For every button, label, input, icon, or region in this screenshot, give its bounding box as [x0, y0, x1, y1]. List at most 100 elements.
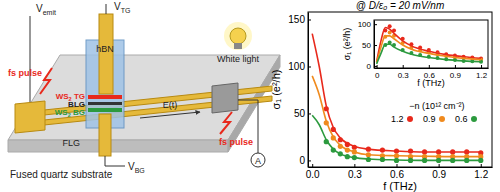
legend-marker [439, 116, 445, 122]
label-sub: TG [121, 7, 131, 14]
figure: VemitVTGhBNWhite lightfs pulsefs pulseWS… [0, 0, 500, 192]
axis-line [309, 167, 493, 168]
fit-line [377, 28, 481, 62]
chart: 00.30.60.91.2050100f (THz)σ₁ (e²/h) [342, 15, 490, 95]
y-axis: 0 50 100 [358, 20, 377, 71]
wire [106, 4, 107, 14]
field-arrow [140, 112, 200, 118]
diagram-label: fs pulse [8, 68, 42, 78]
tick: 50 [362, 41, 377, 50]
tick-mark [439, 164, 440, 167]
diagram-label: VBG [128, 161, 145, 174]
y-axis-title: σ₁ (e²/h) [270, 70, 282, 110]
y-axis-title: σ₁ (e²/h) [342, 28, 352, 61]
legend: −n (10¹² cm⁻²)1.20.90.6 [391, 101, 477, 124]
axis-line [308, 13, 309, 168]
tick: 100 [288, 61, 311, 72]
diagram-label: FLG [62, 138, 80, 148]
legend-label: 0.6 [455, 114, 468, 124]
label-text: FLG [62, 138, 80, 148]
tick-mark [374, 24, 377, 25]
legend-marker [471, 116, 477, 122]
tick-label: 50 [294, 108, 306, 119]
tick: 150 [288, 14, 311, 25]
tick: 0.6 [390, 164, 404, 180]
tick-mark [354, 164, 355, 167]
wire [105, 156, 125, 166]
tick-label: 0 [299, 155, 305, 166]
tick-label: 100 [358, 20, 372, 29]
axis-line [375, 68, 489, 69]
inset-background [343, 15, 490, 95]
diagram-label: Fused quartz substrate [10, 169, 113, 180]
tick: 0 [299, 155, 311, 166]
tick: 100 [358, 20, 377, 29]
pulse-arrow [220, 112, 232, 134]
label-text: E(t) [163, 100, 178, 110]
fit-line [377, 36, 481, 63]
tick-mark [396, 164, 397, 167]
tick: 1.2 [476, 65, 488, 80]
tick-mark [429, 65, 430, 68]
diagram-label: A [255, 156, 261, 166]
bottom-gate [99, 114, 111, 156]
detector-pad [212, 83, 238, 113]
tick-mark [455, 65, 456, 68]
tick-label: 1.2 [476, 71, 488, 80]
blg [88, 102, 122, 105]
x-axis-title: f (THz) [417, 78, 445, 88]
y-axis: 0 50 100 150 [288, 13, 311, 168]
tick-label: 100 [288, 61, 305, 72]
tick-label: 0 [367, 62, 372, 71]
x-axis: 0.0 0.3 0.6 0.9 1.2 [306, 164, 493, 180]
light-bulb [230, 28, 246, 44]
tick-label: 150 [288, 14, 305, 25]
label-text: WS [55, 108, 69, 117]
label-text: White light [217, 54, 260, 64]
tick: 0.3 [398, 65, 410, 80]
diagram-label: Vemit [36, 3, 56, 16]
tick: 0.9 [432, 164, 446, 180]
tick-mark [308, 160, 311, 161]
diagram-label: WS2 BG [55, 108, 85, 118]
ws2-bottom [88, 108, 122, 112]
light-glow [224, 22, 252, 50]
diagram-label: White light [217, 54, 260, 64]
tick: 0 [375, 65, 380, 80]
tick-label: 0.3 [348, 169, 362, 180]
tick-label: 0.0 [306, 169, 320, 180]
tick: 0.0 [306, 164, 320, 180]
x-axis-title: f (THz) [383, 180, 417, 192]
legend-marker [407, 116, 413, 122]
tick-label: 0.6 [390, 169, 404, 180]
bulb-base [234, 43, 242, 49]
label-text: Fused quartz substrate [10, 169, 113, 180]
plot-frame [374, 20, 488, 68]
tick-mark [481, 65, 482, 68]
label-text: hBN [96, 44, 114, 54]
ammeter [251, 153, 265, 167]
wire [30, 16, 31, 102]
axis-line [374, 21, 375, 69]
tick-label: 0.9 [432, 169, 446, 180]
ws2-top [88, 95, 122, 99]
tick-mark [308, 113, 311, 114]
label-sub: emit [43, 9, 56, 16]
tick-label: 0 [375, 71, 380, 80]
tick-mark [481, 164, 482, 167]
legend-title: −n (10¹² cm⁻²) [409, 101, 464, 111]
tick-label: 0.3 [398, 71, 410, 80]
diagram-label: fs pulse [219, 137, 253, 147]
tick: 0.9 [450, 65, 462, 80]
emitter-pad [15, 101, 45, 133]
tick: 0 [367, 62, 377, 71]
label-text: fs pulse [8, 68, 42, 78]
tick-mark [403, 65, 404, 68]
tick-mark [374, 45, 377, 46]
device-diagram: VemitVTGhBNWhite lightfs pulsefs pulseWS… [8, 1, 280, 180]
top-gate [99, 14, 113, 94]
tick-label: 50 [362, 41, 371, 50]
tick: 1.2 [474, 164, 488, 180]
tick: 50 [294, 108, 311, 119]
label-after: BG [71, 108, 85, 117]
